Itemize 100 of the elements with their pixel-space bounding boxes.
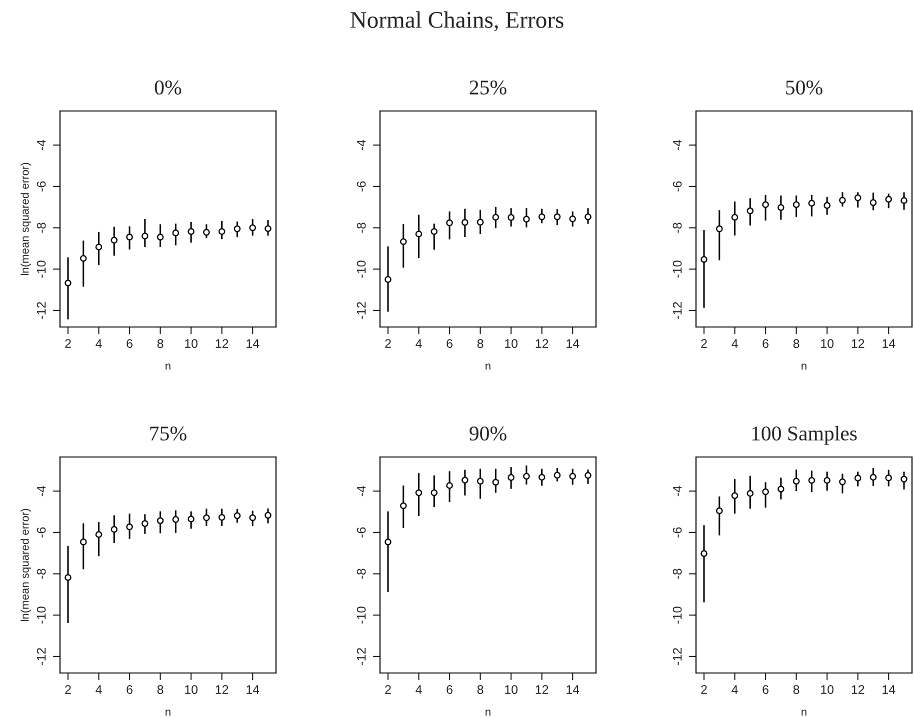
y-tick-label: -6: [36, 527, 46, 538]
point: [900, 197, 908, 204]
point: [384, 538, 392, 546]
x-tick-label: 6: [446, 685, 452, 694]
x-tick-label: 4: [416, 339, 422, 348]
x-tick-label: 4: [732, 685, 738, 694]
point: [142, 232, 148, 240]
x-tick-label: 12: [536, 685, 548, 694]
point: [870, 474, 877, 481]
y-tick-label: -10: [356, 606, 366, 624]
point: [523, 216, 530, 223]
point: [172, 230, 180, 236]
point: [731, 492, 738, 500]
x-tick-label: 12: [852, 339, 864, 348]
y-tick-label: -10: [36, 606, 46, 624]
point: [415, 230, 422, 238]
y-tick-label: -8: [672, 222, 682, 233]
point: [808, 200, 816, 207]
chart-title: 90%: [470, 426, 506, 441]
point: [854, 474, 862, 482]
x-tick-label: 10: [821, 339, 834, 348]
point: [234, 512, 241, 520]
point: [142, 520, 148, 527]
y-tick-label: -8: [356, 568, 366, 579]
y-tick-label: -8: [672, 568, 682, 579]
x-tick-label: 8: [477, 685, 484, 694]
chart-title: 25%: [470, 80, 506, 95]
point: [885, 474, 892, 482]
x-tick-label: 8: [157, 685, 164, 694]
point: [203, 228, 210, 236]
point: [446, 482, 453, 489]
x-tick-label: 4: [416, 685, 422, 694]
x-tick-label: 12: [216, 339, 228, 348]
x-tick-label: 10: [821, 685, 834, 694]
x-tick-label: 10: [505, 339, 518, 348]
y-tick-label: -8: [36, 568, 46, 579]
point: [400, 238, 407, 246]
point: [64, 280, 72, 286]
x-tick-label: 10: [505, 685, 518, 694]
text: Normal Chains, Errors: [350, 11, 564, 32]
x-tick-label: 14: [246, 339, 260, 348]
point: [64, 574, 72, 581]
point: [415, 489, 422, 496]
point: [523, 472, 530, 480]
point: [218, 228, 226, 235]
point: [476, 218, 484, 226]
point: [126, 234, 133, 240]
point: [762, 488, 769, 496]
point: [824, 476, 830, 484]
point: [584, 213, 592, 220]
y-tick-label: -12: [356, 648, 366, 665]
point: [584, 472, 592, 479]
point: [110, 236, 118, 244]
y-tick-label: -8: [36, 222, 46, 233]
chart-title: 75%: [150, 426, 186, 441]
point: [839, 478, 846, 486]
y-tick-label: -6: [356, 527, 366, 538]
x-tick-label: 2: [385, 685, 391, 694]
y-tick-label: -4: [37, 140, 46, 150]
chart-title: 0%: [154, 80, 182, 95]
point: [218, 514, 226, 521]
x-tick-label: 12: [852, 685, 864, 694]
y-tick-label: -12: [36, 302, 46, 319]
x-tick-label: 2: [385, 339, 391, 348]
point: [538, 213, 546, 220]
x-tick-label: 6: [762, 685, 768, 694]
x-tick-label: 6: [446, 339, 452, 348]
y-tick-label: -10: [356, 260, 366, 278]
point: [492, 478, 500, 486]
point: [126, 523, 133, 530]
point: [569, 472, 576, 480]
x-tick-label: 2: [701, 685, 707, 694]
point: [80, 254, 87, 262]
point: [476, 478, 484, 485]
x-tick-label: 14: [882, 339, 896, 348]
x-tick-label: 12: [536, 339, 548, 348]
y-tick-label: -12: [672, 302, 682, 319]
x-tick-label: 10: [185, 339, 198, 348]
y-tick-label: -4: [357, 140, 366, 150]
point: [462, 476, 468, 484]
point: [188, 228, 194, 235]
point: [462, 219, 468, 226]
x-tick-label: 4: [96, 339, 102, 348]
x-axis-title: n: [802, 710, 806, 716]
x-tick-label: 10: [185, 685, 198, 694]
y-tick-label: -8: [356, 222, 366, 233]
point: [249, 514, 256, 522]
point: [762, 201, 769, 208]
point: [792, 478, 800, 485]
x-tick-label: 8: [477, 339, 484, 348]
point: [384, 276, 392, 283]
point: [446, 219, 453, 226]
point: [234, 225, 241, 232]
point: [716, 225, 723, 232]
x-axis-title: n: [486, 364, 490, 370]
y-tick-label: -4: [357, 486, 366, 496]
point: [492, 214, 500, 221]
x-axis-title: n: [486, 710, 490, 716]
x-tick-label: 4: [96, 685, 102, 694]
y-tick-label: -12: [672, 648, 682, 665]
